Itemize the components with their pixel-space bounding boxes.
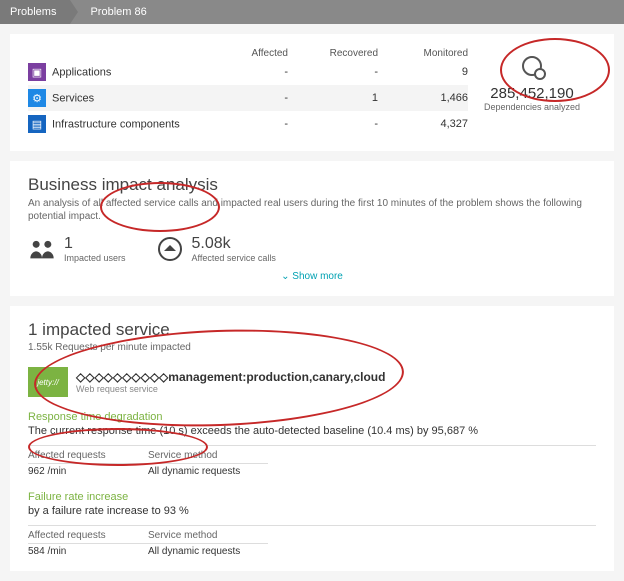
- dependencies-value: 285,452,190: [468, 85, 596, 102]
- infrastructure-icon: ▤: [28, 115, 46, 133]
- service-badge: jetty://: [28, 367, 68, 397]
- service-type: Web request service: [76, 384, 385, 394]
- dependencies-icon: [522, 56, 542, 76]
- row-infrastructure[interactable]: ▤Infrastructure components - - 4,327: [28, 111, 468, 137]
- row-services[interactable]: ⚙Services - 1 1,466: [28, 85, 468, 111]
- issue-failure-rate: Failure rate increase by a failure rate …: [28, 491, 596, 557]
- issue-response-time: Response time degradation The current re…: [28, 411, 596, 477]
- show-more-link[interactable]: Show more: [28, 271, 596, 282]
- services-icon: ⚙: [28, 89, 46, 107]
- col-affected: Affected: [198, 48, 288, 59]
- users-icon: [28, 237, 56, 261]
- col-monitored: Monitored: [378, 48, 468, 59]
- impacted-panel: 1 impacted service 1.55k Requests per mi…: [10, 306, 614, 571]
- breadcrumb-root[interactable]: Problems: [0, 0, 70, 24]
- service-calls-stat: 5.08k Affected service calls: [156, 235, 276, 263]
- impacted-title: 1 impacted service: [28, 320, 596, 340]
- row-applications[interactable]: ▣Applications - - 9: [28, 59, 468, 85]
- overview-panel: Affected Recovered Monitored ▣Applicatio…: [10, 34, 614, 151]
- service-block[interactable]: jetty:// ◇◇◇◇◇◇◇◇◇◇management:production…: [28, 367, 596, 557]
- bia-subtitle: An analysis of all affected service call…: [28, 197, 596, 223]
- bia-panel: Business impact analysis An analysis of …: [10, 161, 614, 296]
- bia-title: Business impact analysis: [28, 175, 596, 195]
- breadcrumb: Problems Problem 86: [0, 0, 624, 24]
- calls-icon: [156, 237, 184, 261]
- col-recovered: Recovered: [288, 48, 378, 59]
- dependencies-side: 285,452,190 Dependencies analyzed: [468, 48, 596, 137]
- impacted-subtitle: 1.55k Requests per minute impacted: [28, 342, 596, 353]
- dependencies-label: Dependencies analyzed: [468, 102, 596, 112]
- impacted-users-stat: 1 Impacted users: [28, 235, 126, 263]
- applications-icon: ▣: [28, 63, 46, 81]
- breadcrumb-current: Problem 86: [80, 0, 160, 24]
